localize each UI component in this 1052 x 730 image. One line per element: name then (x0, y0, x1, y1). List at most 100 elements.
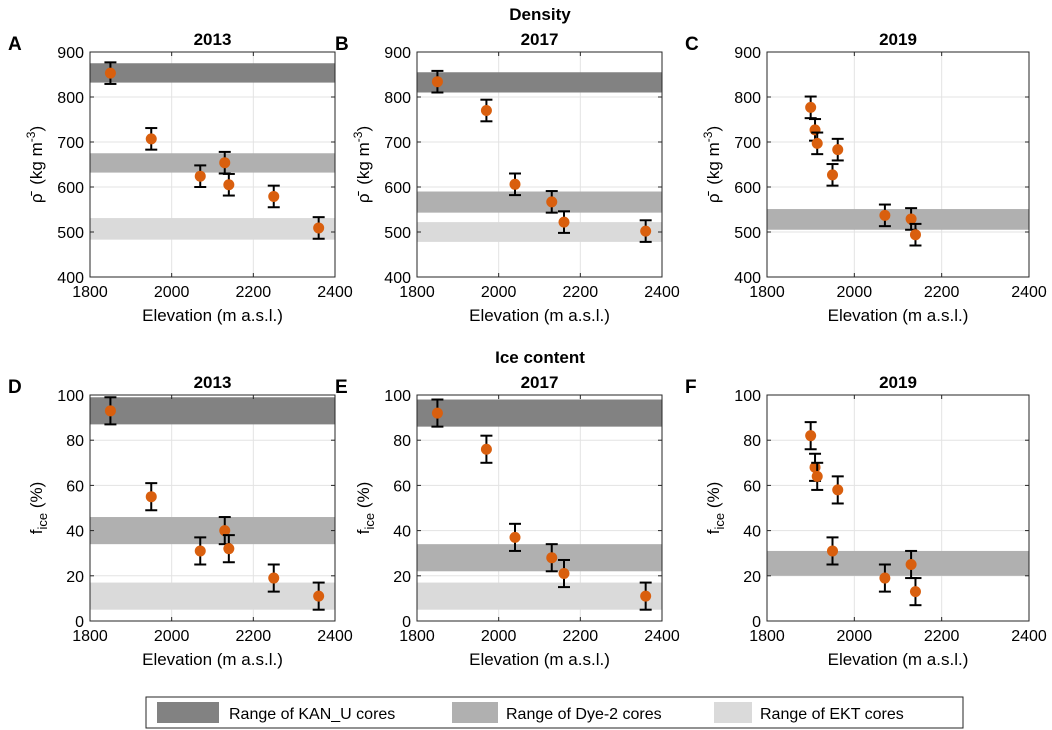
data-point (811, 470, 823, 482)
y-axis-unit: (%) (704, 482, 723, 513)
data-point (879, 209, 891, 221)
y-tick-label: 800 (57, 90, 84, 107)
panel-title: 2017 (521, 30, 559, 49)
panel-title: 2019 (879, 373, 917, 392)
x-tick-label: 1800 (749, 628, 785, 645)
data-point (104, 67, 116, 79)
x-axis-label: Elevation (m a.s.l.) (142, 650, 283, 669)
y-tick-label: 40 (66, 524, 84, 541)
plot-area (767, 52, 1029, 277)
panel-letter: A (8, 34, 22, 55)
y-tick-label: 100 (57, 388, 84, 405)
y-tick-label: 400 (57, 270, 84, 287)
y-tick-label: 100 (384, 388, 411, 405)
plot-area (767, 395, 1029, 621)
y-axis-symbol: f (354, 529, 373, 534)
data-point (546, 552, 558, 564)
band-ekt (90, 582, 335, 610)
x-tick-label: 2200 (236, 284, 272, 301)
x-axis-label: Elevation (m a.s.l.) (469, 306, 610, 325)
y-axis-unit: (kg m (704, 142, 723, 189)
panel-title: 2013 (194, 30, 232, 49)
data-point (640, 225, 652, 237)
y-axis-subscript: ice (35, 513, 50, 530)
panels: 1800 2000 2200 24004005006007008009002013AE… (8, 30, 1047, 669)
panel-letter: B (335, 34, 349, 55)
panel-D: 1800 2000 2200 2400 0 20 40 60 80 100 2013 D Elevati… (8, 373, 353, 669)
y-tick-label: 700 (734, 135, 761, 152)
x-tick-label: 2000 (837, 628, 873, 645)
axes-frame (766, 394, 1030, 622)
axes-frame (89, 394, 336, 622)
x-tick-label: 2400 (644, 284, 680, 301)
band-kanu (417, 399, 662, 427)
y-tick-label: 900 (57, 45, 84, 62)
data-point (104, 405, 116, 417)
x-tick-label: 2200 (924, 284, 960, 301)
y-tick-label: 500 (384, 225, 411, 242)
x-tick-label: 2200 (236, 628, 272, 645)
axes-frame (416, 394, 663, 622)
axes-frame (89, 51, 336, 278)
panel-F: 1800 2000 2200 2400 0 20 40 60 80 100 2019 F Elevati… (685, 373, 1047, 669)
x-axis-label: Elevation (m a.s.l.) (828, 650, 969, 669)
y-axis-close: ) (354, 126, 373, 132)
data-point (909, 229, 921, 241)
y-tick-label: 80 (743, 433, 761, 450)
x-tick-label: 2000 (481, 628, 517, 645)
y-axis-label: ρ̄ (kg m-3) (351, 126, 373, 203)
y-tick-label: 500 (57, 225, 84, 242)
data-point (480, 443, 492, 455)
y-axis-symbol: ρ̄ (704, 190, 723, 203)
x-tick-label: 2200 (563, 628, 599, 645)
y-tick-label: 20 (66, 569, 84, 586)
y-tick-label: 20 (743, 569, 761, 586)
data-point (558, 568, 570, 580)
x-tick-label: 2400 (644, 628, 680, 645)
x-tick-label: 1800 (72, 628, 108, 645)
x-tick-label: 2000 (837, 284, 873, 301)
data-point (223, 179, 235, 191)
x-axis-label: Elevation (m a.s.l.) (828, 306, 969, 325)
y-tick-label: 900 (384, 45, 411, 62)
y-tick-label: 40 (393, 524, 411, 541)
axes-frame (416, 51, 663, 278)
panel-title: 2019 (879, 30, 917, 49)
panel-letter: C (685, 34, 699, 55)
data-point (558, 216, 570, 228)
y-tick-label: 80 (393, 433, 411, 450)
y-axis-unit: (kg m (354, 142, 373, 189)
y-axis-unit: (%) (27, 482, 46, 513)
legend-label-0: Range of KAN_U cores (229, 706, 395, 723)
data-point (219, 525, 231, 537)
band-dye2 (417, 191, 662, 213)
x-tick-label: 2400 (1011, 284, 1047, 301)
data-point (546, 196, 558, 208)
data-point (809, 124, 821, 136)
data-point (879, 572, 891, 584)
data-point (905, 559, 917, 570)
x-tick-label: 1800 (72, 284, 108, 301)
x-tick-label: 2000 (481, 284, 517, 301)
data-point (313, 590, 325, 602)
data-point (431, 407, 443, 419)
data-point (223, 543, 235, 555)
y-axis-exponent: -3 (24, 131, 38, 142)
panel-title: 2013 (194, 373, 232, 392)
y-tick-label: 80 (66, 433, 84, 450)
data-point (509, 531, 521, 543)
data-point (909, 586, 921, 598)
data-point (509, 178, 521, 190)
y-tick-label: 400 (734, 270, 761, 287)
data-point (805, 430, 817, 442)
panel-title: 2017 (521, 373, 559, 392)
x-tick-label: 2200 (563, 284, 599, 301)
legend-swatch-0 (157, 702, 219, 723)
data-point (832, 484, 844, 496)
y-axis-label: fice (%) (704, 482, 727, 535)
y-axis-subscript: ice (712, 513, 727, 530)
band-kanu (417, 72, 662, 93)
data-point (811, 137, 823, 149)
band-ekt (417, 582, 662, 610)
data-point (640, 590, 652, 602)
